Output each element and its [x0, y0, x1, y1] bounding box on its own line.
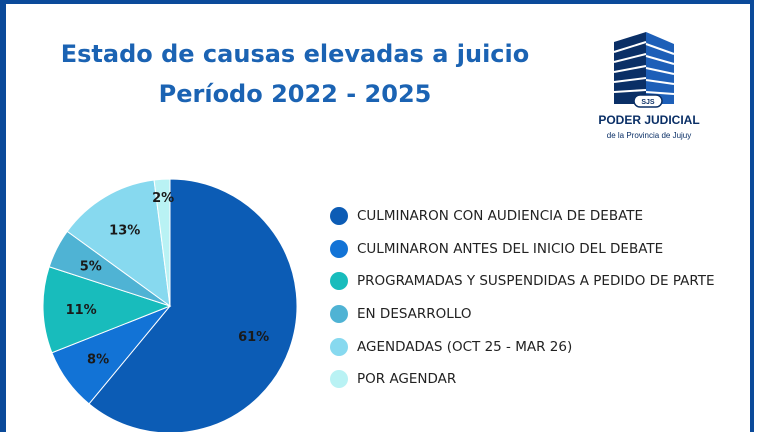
pie-data-label-3: 11%: [66, 303, 97, 318]
pie-slice-1: [88, 178, 298, 432]
legend-swatch-1: [330, 207, 348, 226]
pie-data-label-6: 2%: [152, 191, 174, 206]
chart-title-line-2: Período 2022 - 2025: [158, 80, 432, 108]
pie-slice-6: [153, 178, 171, 307]
frame-border-right: [750, 0, 754, 432]
logo-name: PODER JUDICIAL: [598, 113, 700, 127]
legend-label-5: AGENDADAS (OCT 25 - MAR 26): [357, 338, 573, 355]
chart-title-line-1: Estado de causas elevadas a juicio: [60, 40, 530, 68]
legend-label-2: CULMINARON ANTES DEL INICIO DEL DEBATE: [357, 240, 664, 257]
legend-item-6: POR AGENDAR: [330, 363, 750, 396]
pie-data-label-5: 13%: [109, 223, 140, 238]
legend-label-1: CULMINARON CON AUDIENCIA DE DEBATE: [357, 208, 644, 225]
legend-swatch-3: [330, 272, 348, 291]
legend-swatch-5: [330, 337, 348, 356]
pie-data-label-1: 61%: [238, 330, 269, 345]
logo-badge-text: SJS: [641, 99, 655, 106]
legend-swatch-4: [330, 305, 348, 324]
legend-item-3: PROGRAMADAS Y SUSPENDIDAS A PEDIDO DE PA…: [330, 265, 750, 298]
frame-border-top: [0, 0, 754, 4]
legend-label-3: PROGRAMADAS Y SUSPENDIDAS A PEDIDO DE PA…: [357, 273, 715, 290]
pie-data-label-4: 5%: [80, 260, 102, 275]
chart-title: Estado de causas elevadas a juicio Perío…: [30, 34, 560, 114]
legend-item-5: AGENDADAS (OCT 25 - MAR 26): [330, 330, 750, 363]
logo-badge-icon: SJS: [633, 94, 663, 108]
legend-item-2: CULMINARON ANTES DEL INICIO DEL DEBATE: [330, 233, 750, 266]
legend-swatch-2: [330, 239, 348, 258]
chart-legend: CULMINARON CON AUDIENCIA DE DEBATE CULMIN…: [330, 200, 750, 396]
poder-judicial-logo: SJS: [613, 32, 675, 108]
pie-data-label-2: 8%: [87, 352, 109, 367]
pie-slice-5: [66, 179, 171, 308]
legend-label-6: POR AGENDAR: [357, 371, 457, 388]
legend-item-1: CULMINARON CON AUDIENCIA DE DEBATE: [330, 200, 750, 233]
pie-slice-3: [42, 266, 172, 354]
legend-label-4: EN DESARROLLO: [357, 306, 472, 323]
logo-building-icon: [613, 32, 675, 104]
logo-subtitle: de la Provincia de Jujuy: [606, 131, 692, 140]
frame-border-left: [0, 0, 6, 432]
legend-item-4: EN DESARROLLO: [330, 298, 750, 331]
legend-swatch-6: [330, 370, 348, 389]
